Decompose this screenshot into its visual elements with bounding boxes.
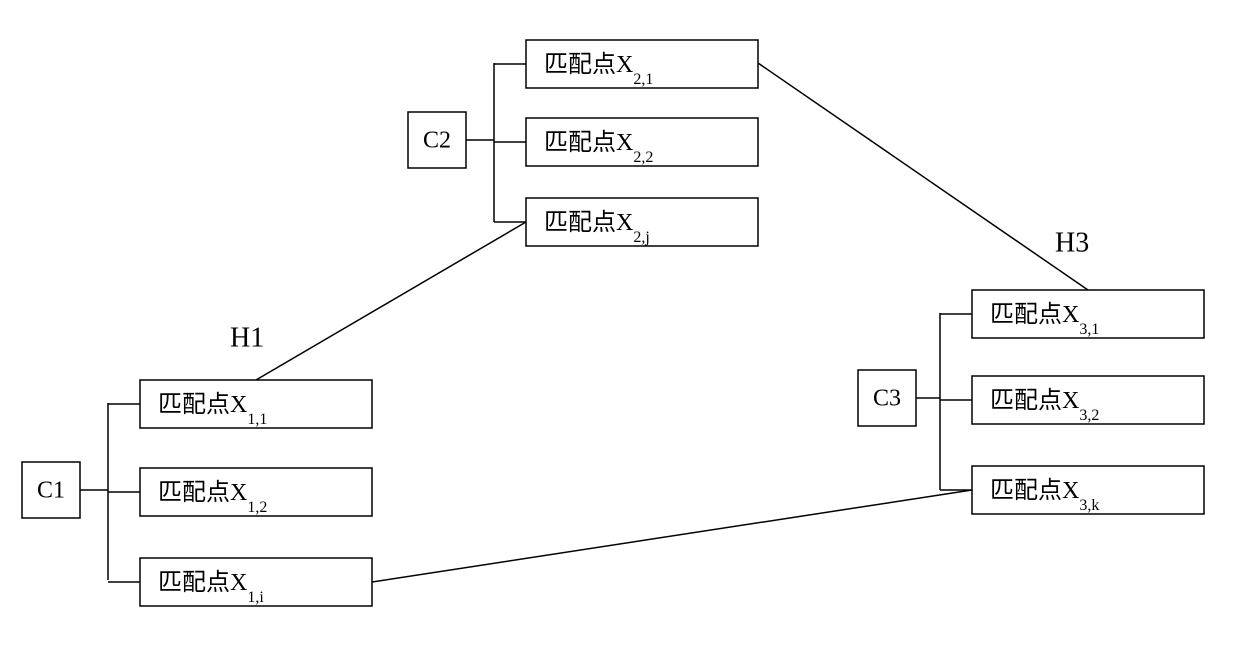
diagram-canvas: C1H1匹配点X1,1匹配点X1,2匹配点X1,iC2匹配点X2,1匹配点X2,… [0,0,1240,672]
group-header-H1: H1 [230,322,264,353]
c-node-label-H1: C1 [37,478,65,504]
edge-1 [758,63,1088,290]
edge-2 [372,490,972,582]
c-node-label-H2: C2 [423,128,451,154]
group-header-H3: H3 [1055,227,1089,258]
edge-0 [256,222,526,380]
c-node-label-H3: C3 [873,386,901,412]
